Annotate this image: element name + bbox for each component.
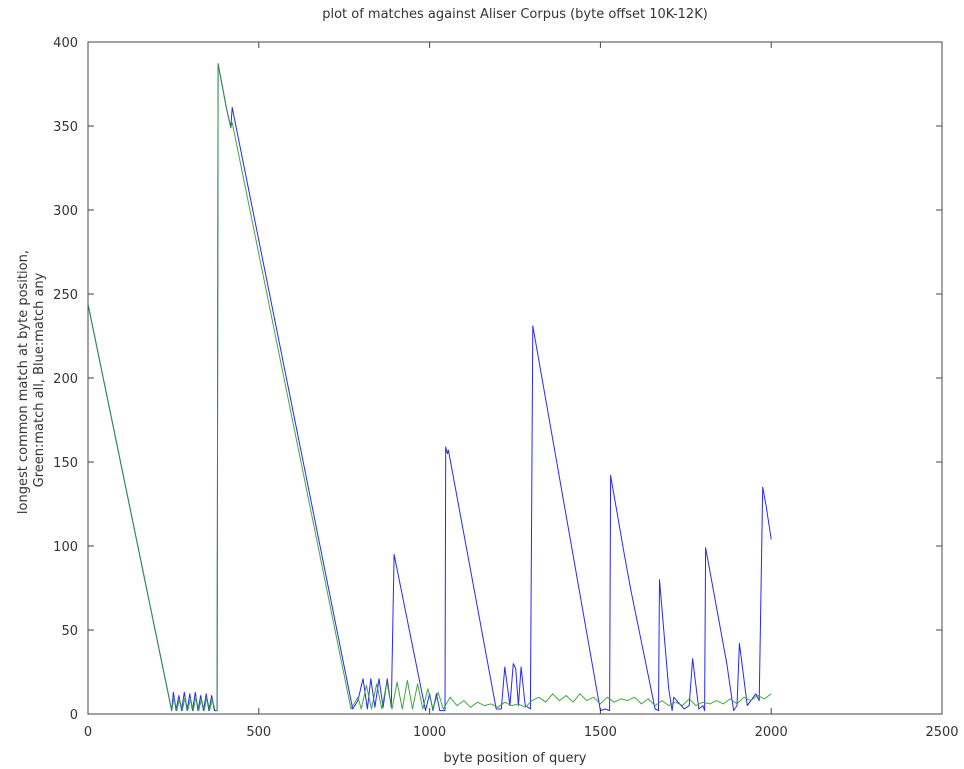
x-tick-label: 0 (84, 725, 92, 740)
y-tick-label: 150 (53, 456, 78, 471)
x-tick-label: 500 (246, 725, 271, 740)
y-tick-label: 250 (53, 288, 78, 303)
y-tick-label: 200 (53, 372, 78, 387)
x-axis-label: byte position of query (444, 751, 587, 766)
x-tick-label: 1000 (413, 725, 446, 740)
y-tick-label: 100 (53, 540, 78, 555)
y-axis-label-line-2: Green:match all, Blue:match any (32, 272, 47, 487)
chart-title: plot of matches against Aliser Corpus (b… (322, 7, 708, 22)
series-layer (87, 63, 772, 712)
axes: 0 500 1000 1500 2000 2500 0 50 100 150 200 250 300 35… (53, 36, 958, 740)
series-line-2 (87, 63, 772, 712)
plot-frame (87, 41, 943, 715)
y-tick-label: 400 (53, 36, 78, 51)
x-tick-label: 2000 (755, 725, 788, 740)
series-line-1 (87, 63, 772, 712)
y-tick-label: 300 (53, 204, 78, 219)
y-axis-label: longest common match at byte position, G… (16, 246, 47, 514)
x-tick-label: 1500 (584, 725, 617, 740)
x-tick-label: 2500 (925, 725, 958, 740)
y-axis-label-line-1: longest common match at byte position, (16, 250, 31, 514)
y-tick-label: 0 (70, 708, 78, 723)
y-tick-label: 50 (61, 624, 78, 639)
y-tick-label: 350 (53, 120, 78, 135)
